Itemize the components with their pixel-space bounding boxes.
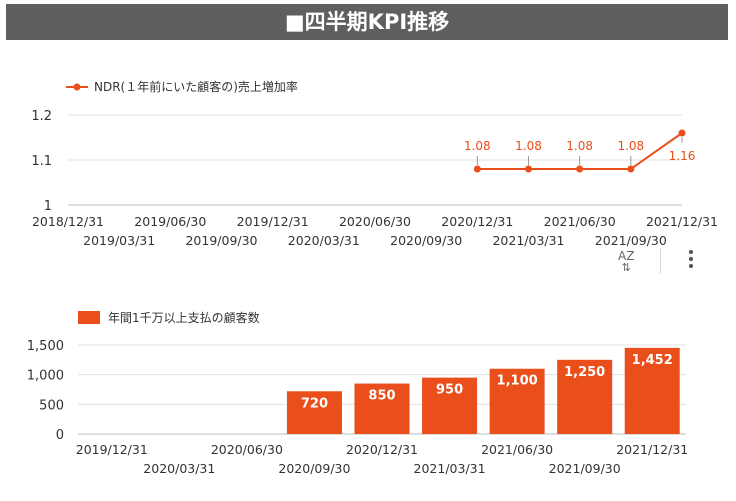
x-tick-label: 2018/12/31 <box>32 214 104 229</box>
sort-az-label: AZ <box>618 249 635 263</box>
bar <box>286 391 342 434</box>
y-tick-label: 1.1 <box>31 154 52 169</box>
x-tick-label: 2019/03/31 <box>83 233 155 248</box>
legend-swatch <box>78 311 100 324</box>
bar-value-label: 1,452 <box>632 353 673 368</box>
x-tick-label: 2020/06/30 <box>339 214 411 229</box>
x-tick-label: 2021/12/31 <box>616 442 688 457</box>
ndr-line-chart: NDR(１年前にいた顧客の)売上増加率 1 1.1 1.2 2018/12/31 2019… <box>31 79 718 248</box>
y-tick-label: 1,000 <box>27 369 64 384</box>
x-tick-label: 2021/09/30 <box>595 233 667 248</box>
x-tick-label: 2020/09/30 <box>278 461 350 476</box>
data-label: 1.08 <box>617 139 644 153</box>
y-tick-label: 1.2 <box>31 109 52 124</box>
y-tick-label: 1,500 <box>27 339 64 354</box>
x-tick-label: 2020/06/30 <box>211 442 283 457</box>
bar <box>557 359 613 434</box>
customer-bar-chart: 年間1千万以上支払の顧客数 0 500 1,000 1,500 720 850 950 1,10… <box>27 310 688 476</box>
data-label: 1.08 <box>464 139 491 153</box>
x-tick-label: 2021/06/30 <box>481 442 553 457</box>
bar <box>624 347 680 434</box>
x-tick-label: 2020/03/31 <box>143 461 215 476</box>
y-tick-label: 1 <box>44 199 52 214</box>
bar-value-label: 1,250 <box>564 365 605 380</box>
sort-arrow-icon: ⇅ <box>621 261 631 274</box>
data-point <box>627 165 635 173</box>
x-tick-label: 2021/06/30 <box>544 214 616 229</box>
legend-dot-marker <box>73 83 81 91</box>
toolbar-divider <box>660 248 661 274</box>
x-tick-label: 2021/03/31 <box>414 461 486 476</box>
data-label: 1.08 <box>566 139 593 153</box>
data-label: 1.08 <box>515 139 542 153</box>
data-point <box>678 129 686 137</box>
y-tick-label: 500 <box>39 398 64 413</box>
bar <box>354 383 410 434</box>
x-tick-label: 2019/09/30 <box>185 233 257 248</box>
bar <box>422 377 478 434</box>
chart-toolbar: AZ ⇅ <box>612 246 712 278</box>
x-tick-label: 2020/03/31 <box>288 233 360 248</box>
legend-label: NDR(１年前にいた顧客の)売上増加率 <box>94 79 298 94</box>
bar-value-label: 850 <box>368 389 395 404</box>
bar-value-label: 720 <box>301 396 328 411</box>
data-point <box>473 165 481 173</box>
more-options-icon[interactable] <box>688 250 694 271</box>
x-tick-label: 2020/09/30 <box>390 233 462 248</box>
sort-az-button[interactable]: AZ ⇅ <box>618 250 634 274</box>
x-tick-label: 2021/09/30 <box>549 461 621 476</box>
x-tick-label: 2020/12/31 <box>346 442 418 457</box>
legend-label: 年間1千万以上支払の顧客数 <box>108 310 260 325</box>
y-tick-label: 0 <box>56 428 64 443</box>
x-tick-label: 2019/12/31 <box>237 214 309 229</box>
bar-value-label: 950 <box>436 383 463 398</box>
x-tick-label: 2020/12/31 <box>441 214 513 229</box>
x-tick-label: 2021/12/31 <box>646 214 718 229</box>
page-title: ■四半期KPI推移 <box>6 4 728 40</box>
bar <box>489 368 545 434</box>
x-tick-label: 2021/03/31 <box>492 233 564 248</box>
data-point <box>576 165 584 173</box>
data-point <box>525 165 532 173</box>
data-label: 1.16 <box>669 149 696 163</box>
x-tick-label: 2019/12/31 <box>76 442 148 457</box>
bar-value-label: 1,100 <box>497 374 538 389</box>
x-tick-label: 2019/06/30 <box>134 214 206 229</box>
